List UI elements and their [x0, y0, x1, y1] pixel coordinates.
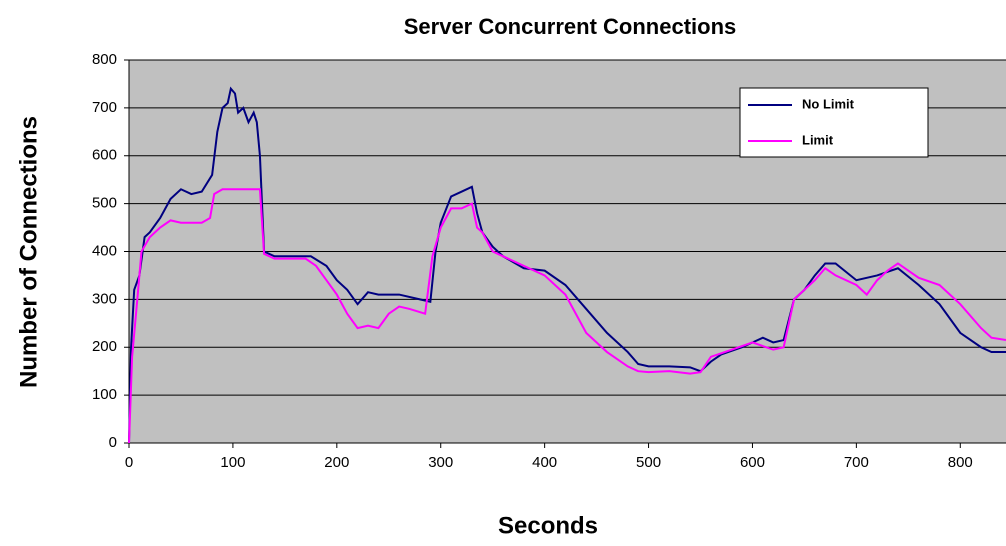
y-tick-label: 500: [92, 195, 117, 212]
y-tick-label: 800: [92, 51, 117, 68]
x-tick-label: 500: [636, 454, 661, 471]
y-tick-label: 200: [92, 338, 117, 355]
series-line: [128, 188, 1006, 444]
chart-title: Server Concurrent Connections: [404, 14, 737, 39]
legend: [739, 87, 929, 158]
x-axis-label: Seconds: [498, 512, 598, 539]
x-tick-label: 400: [532, 454, 557, 471]
x-tick-label: 300: [428, 454, 453, 471]
x-tick-label: 200: [324, 454, 349, 471]
x-tick-label: 800: [948, 454, 973, 471]
x-tick-label: 0: [125, 454, 133, 471]
x-tick-label: 600: [740, 454, 765, 471]
y-axis-label: Number of Connections: [15, 116, 42, 388]
y-tick-label: 300: [92, 290, 117, 307]
legend-label: Limit: [802, 132, 834, 147]
y-tick-label: 700: [92, 99, 117, 116]
x-tick-label: 700: [844, 454, 869, 471]
y-tick-label: 400: [92, 242, 117, 259]
x-tick-label: 100: [220, 454, 245, 471]
y-tick-label: 100: [92, 386, 117, 403]
y-tick-label: 0: [109, 434, 117, 451]
legend-label: No Limit: [802, 96, 855, 111]
y-tick-label: 600: [92, 147, 117, 164]
